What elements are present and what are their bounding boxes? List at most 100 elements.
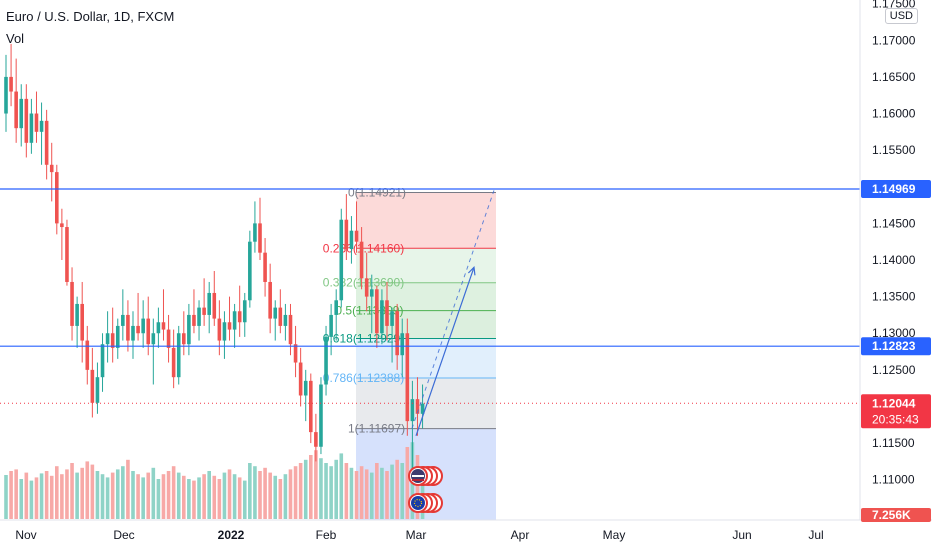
candle-body — [182, 333, 186, 345]
volume-bar — [395, 459, 399, 519]
projection-arrows[interactable] — [411, 190, 495, 436]
time-axis[interactable]: Nov Dec 2022 Feb Mar Apr May Jun Jul — [15, 528, 823, 542]
projection-arrow-line — [415, 267, 475, 436]
last-price-badge-bg — [861, 394, 931, 429]
economic-event-icons[interactable] — [408, 466, 443, 513]
volume-bar — [248, 463, 252, 519]
volume-bar — [80, 467, 84, 519]
volume-bar — [268, 472, 272, 519]
candle-body — [197, 307, 201, 326]
volume-bar — [359, 466, 364, 519]
candle-body — [253, 223, 257, 242]
volume-bar — [334, 459, 338, 519]
candle-body — [288, 314, 293, 345]
volume-bar — [24, 472, 29, 519]
volume-bar — [4, 475, 8, 519]
volume-bar — [19, 479, 24, 519]
volume-bar — [131, 471, 135, 519]
candle-body — [49, 164, 54, 173]
volume-bar — [314, 450, 318, 519]
candle-body — [55, 172, 59, 224]
flag-stripe — [412, 475, 424, 477]
fib-zone — [356, 338, 496, 379]
volume-bar — [390, 464, 394, 519]
candle-body — [44, 120, 49, 165]
volume-indicator-label: Vol — [6, 31, 25, 46]
volume-bar — [29, 480, 34, 519]
price-tick-label: 1.14500 — [872, 216, 916, 230]
volume-bar — [85, 461, 90, 519]
candle-body — [202, 307, 206, 315]
candle-body — [217, 318, 222, 341]
volume-bar — [105, 477, 110, 519]
volume-bar — [324, 463, 328, 519]
volume-bar — [14, 469, 18, 519]
candle-body — [29, 113, 34, 143]
volume-bar — [75, 472, 79, 519]
volume-bar — [44, 471, 49, 519]
candle-body — [375, 289, 379, 334]
last-price-badge: 1.12044 — [872, 396, 916, 410]
volume-bar — [303, 459, 308, 519]
hline-price-badge-bg — [861, 180, 931, 199]
volume-bar — [171, 466, 176, 519]
volume-bar — [55, 466, 59, 519]
symbol-title: Euro / U.S. Dollar, 1D, FXCM — [6, 9, 175, 24]
time-tick-label: Apr — [511, 528, 530, 542]
candle-body — [141, 318, 145, 334]
candle-body — [75, 303, 79, 326]
volume-badge: 7.256K — [872, 508, 911, 522]
price-tick-label: 1.17500 — [872, 0, 916, 11]
candle-body — [354, 230, 359, 242]
candle-body — [359, 241, 364, 279]
candle-body — [222, 322, 227, 341]
candle-body — [410, 399, 415, 422]
time-tick-label: Mar — [406, 528, 427, 542]
volume-bar — [227, 469, 232, 519]
candle-body — [171, 347, 176, 378]
candle-body — [390, 311, 394, 326]
candle-body — [237, 311, 242, 323]
volume-bar — [222, 472, 227, 519]
candle-body — [248, 241, 252, 301]
volume-bar — [344, 463, 349, 519]
candle-body — [121, 314, 125, 326]
price-badges: 1.14969 1.12823 1.12044 20:35:43 7.256K — [861, 180, 931, 522]
candle-body — [110, 333, 115, 348]
volume-bar — [121, 466, 125, 519]
candle-body — [293, 344, 298, 363]
volume-bar — [232, 474, 237, 519]
candle-body — [176, 333, 181, 378]
time-tick-label: Jun — [732, 528, 751, 542]
candle-body — [65, 227, 69, 282]
horizontal-lines[interactable] — [0, 188, 860, 404]
volume-bar — [298, 463, 303, 519]
volume-bar — [207, 471, 211, 519]
volume-bar — [60, 474, 64, 519]
candle-body — [166, 329, 171, 348]
candle-body — [14, 91, 18, 129]
volume-bar — [309, 455, 313, 519]
candle-body — [232, 311, 237, 330]
price-tick-label: 1.11500 — [872, 436, 915, 450]
candle-body — [131, 325, 135, 341]
time-tick-label: May — [603, 528, 626, 542]
candle-body — [380, 300, 384, 334]
volume-bar — [380, 467, 384, 519]
candle-body — [90, 369, 95, 403]
fib-level-label: 1(1.11697) — [348, 422, 405, 436]
price-tick-label: 1.15500 — [872, 143, 916, 157]
eu-flag-icon — [408, 493, 428, 513]
currency-button[interactable]: USD — [884, 8, 918, 24]
volume-bar — [364, 469, 369, 519]
price-tick-label: 1.12500 — [872, 363, 916, 377]
volume-bar — [242, 480, 247, 519]
volume-bar — [146, 472, 151, 519]
volume-bar — [151, 467, 156, 519]
hline-price-badge: 1.12823 — [872, 339, 916, 353]
volume-bar — [192, 480, 196, 519]
candle-body — [146, 318, 151, 345]
candle-body — [207, 292, 211, 315]
candle-body — [156, 322, 161, 334]
